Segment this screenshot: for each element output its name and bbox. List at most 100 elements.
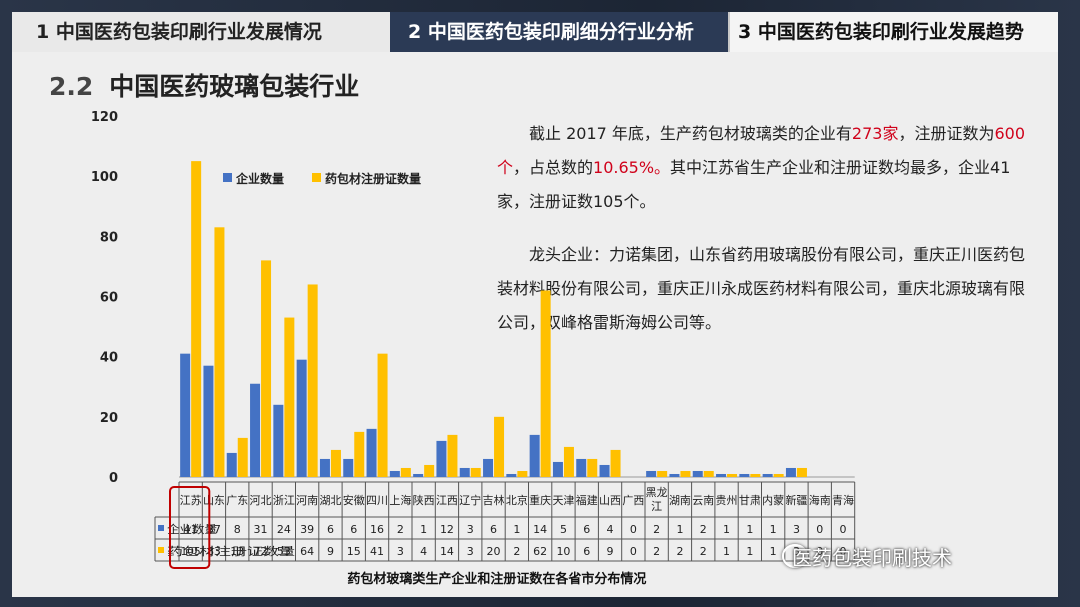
summary-text-1: 截止 2017 年底，生产药包材玻璃类的企业有 (529, 124, 852, 143)
table-value-certificate: 1 (770, 545, 777, 558)
bar-company (296, 359, 307, 477)
bar-company (459, 467, 470, 477)
x-tick-label: 安徽 (343, 493, 365, 507)
table-swatch-company (158, 525, 164, 531)
bar-certificate (773, 473, 784, 477)
table-value-certificate: 0 (816, 545, 823, 558)
x-tick-label: 吉林 (483, 493, 505, 507)
summary-paragraph: 截止 2017 年底，生产药包材玻璃类的企业有273家，注册证数为600个，占总… (497, 117, 1037, 219)
table-value-company: 1 (770, 523, 777, 536)
x-tick-label: 广东 (226, 494, 248, 507)
table-value-company: 2 (700, 523, 707, 536)
x-tick-label: 北京 (506, 493, 528, 507)
bar-certificate (494, 416, 505, 477)
y-tick-label: 20 (100, 411, 118, 426)
table-value-certificate: 72 (254, 545, 268, 558)
bar-certificate (400, 467, 411, 477)
table-value-certificate: 62 (533, 545, 547, 558)
bar-certificate (610, 449, 621, 477)
legend-swatch-certificate (312, 173, 321, 182)
legend-label-certificate: 药包材注册证数量 (325, 171, 421, 186)
x-tick-label: 海南 (809, 493, 831, 507)
table-value-certificate: 2 (700, 545, 707, 558)
bar-certificate (796, 467, 807, 477)
table-value-certificate: 3 (397, 545, 404, 558)
bar-certificate (214, 227, 225, 477)
table-value-company: 41 (184, 523, 198, 536)
tab-subsector-analysis[interactable]: 2 中国医药包装印刷细分行业分析 (390, 12, 728, 52)
summary-text-3: ，占总数的 (513, 158, 594, 177)
table-value-certificate: 64 (300, 545, 314, 558)
table-value-company: 1 (420, 523, 427, 536)
bar-certificate (191, 161, 202, 477)
table-value-company: 39 (300, 523, 314, 536)
table-value-certificate: 10 (556, 545, 570, 558)
x-tick-label: 内蒙 (762, 493, 784, 507)
wechat-icon (782, 544, 808, 568)
x-tick-label: 黑龙 (646, 486, 668, 499)
x-tick-label: 山东 (203, 494, 225, 507)
table-value-company: 0 (630, 523, 637, 536)
bar-company (552, 461, 563, 477)
table-value-certificate: 2 (676, 545, 683, 558)
tab-trends[interactable]: 3 中国医药包装印刷行业发展趋势 (728, 12, 1058, 52)
bar-certificate (284, 317, 295, 477)
bar-certificate (261, 260, 272, 477)
table-value-company: 1 (746, 523, 753, 536)
table-value-certificate: 15 (347, 545, 361, 558)
bar-company (576, 458, 587, 477)
bar-company (226, 452, 237, 477)
bar-company (785, 467, 796, 477)
x-tick-label: 湖北 (319, 494, 341, 507)
table-value-company: 6 (350, 523, 357, 536)
table-value-certificate: 1 (746, 545, 753, 558)
table-value-certificate: 53 (277, 545, 291, 558)
table-value-company: 6 (327, 523, 334, 536)
bar-certificate (470, 467, 481, 477)
bar-company (762, 473, 773, 477)
x-tick-label: 山西 (599, 494, 621, 507)
bar-company (273, 404, 284, 477)
x-tick-label: 青海 (832, 493, 854, 507)
bar-company (739, 473, 750, 477)
bar-company (366, 428, 377, 477)
bar-company (319, 458, 330, 477)
table-value-certificate: 9 (327, 545, 334, 558)
bar-certificate (307, 284, 318, 477)
leaders-text: 龙头企业：力诺集团，山东省药用玻璃股份有限公司，重庆正川医药包装材料股份有限公司… (497, 245, 1026, 332)
legend-label-company: 企业数量 (235, 171, 284, 186)
table-value-certificate: 0 (840, 545, 847, 558)
table-value-certificate: 6 (583, 545, 590, 558)
table-value-company: 3 (467, 523, 474, 536)
summary-text-4: 其中江苏省生产企业和注册证数均最多，企业41家，注册证数105个。 (497, 158, 1011, 211)
table-value-company: 3 (793, 523, 800, 536)
y-tick-label: 80 (100, 230, 118, 245)
bar-company (529, 434, 540, 477)
bar-certificate (703, 470, 714, 477)
x-tick-label: 福建 (576, 493, 598, 507)
x-tick-label: 四川 (366, 494, 388, 507)
bar-company (646, 470, 657, 477)
table-row-label-certificate: 药包材注册证数量 (167, 544, 295, 558)
y-tick-label: 100 (91, 170, 118, 185)
certificate-count: 600个 (497, 124, 1026, 177)
bar-certificate (424, 464, 435, 477)
bar-company (389, 470, 400, 477)
summary-text-2: ，注册证数为 (898, 124, 995, 143)
x-tick-label: 甘肃 (739, 494, 761, 507)
x-tick-label: 湖南 (669, 494, 691, 507)
bar-company (180, 353, 191, 477)
table-value-certificate: 4 (420, 545, 427, 558)
bar-company (669, 473, 680, 477)
x-tick-label: 江苏 (180, 494, 202, 507)
bar-certificate (750, 473, 761, 477)
table-value-company: 5 (560, 523, 567, 536)
x-tick-label: 重庆 (529, 493, 551, 507)
company-count: 273家 (851, 124, 899, 143)
tab-development[interactable]: 1 中国医药包装印刷行业发展情况 (12, 12, 390, 52)
table-value-company: 2 (653, 523, 660, 536)
table-value-company: 31 (254, 523, 268, 536)
table-value-company: 4 (607, 523, 614, 536)
bar-certificate (680, 470, 691, 477)
bar-certificate (354, 431, 365, 477)
